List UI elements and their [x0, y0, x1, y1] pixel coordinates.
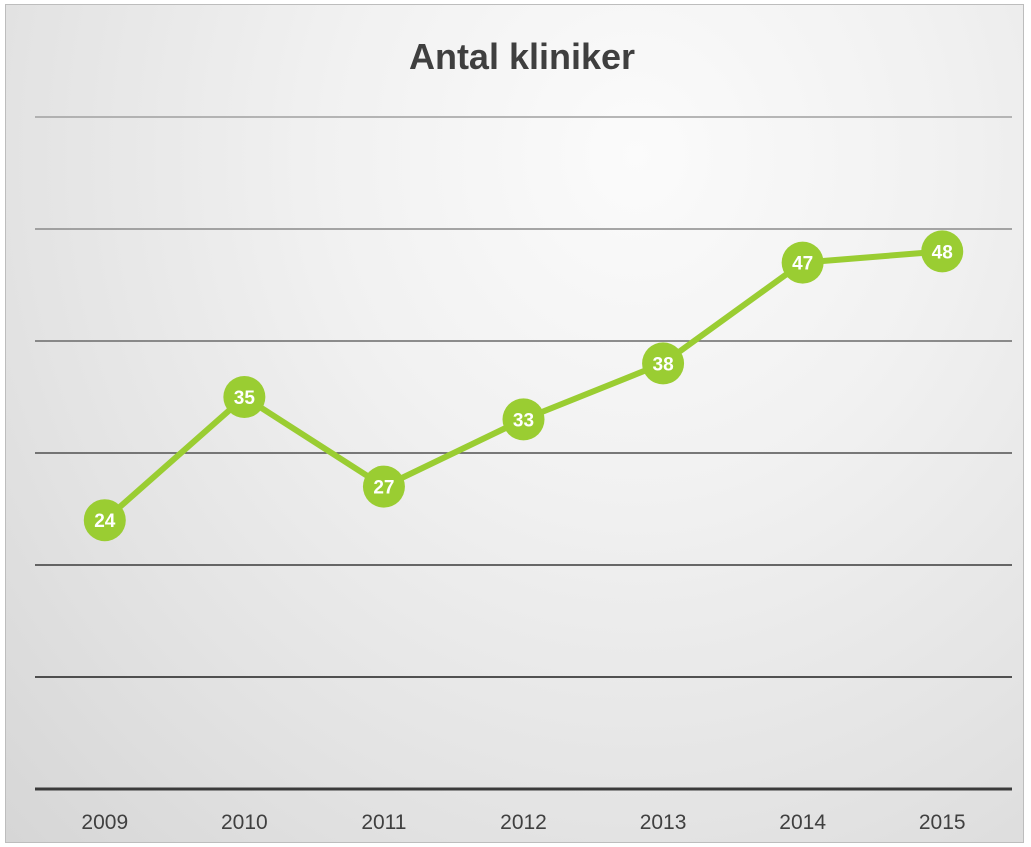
data-marker — [642, 342, 685, 385]
data-point: 47 — [781, 241, 824, 284]
chart-title: Antal kliniker — [409, 36, 635, 77]
x-tick-label: 2014 — [779, 811, 826, 834]
x-tick-label: 2009 — [81, 811, 128, 834]
data-label: 24 — [94, 511, 116, 532]
x-tick-label: 2012 — [500, 811, 547, 834]
data-label: 27 — [373, 478, 394, 499]
x-tick-label: 2015 — [919, 811, 966, 834]
data-point: 24 — [83, 499, 126, 542]
data-marker — [502, 398, 545, 441]
data-point: 33 — [502, 398, 545, 441]
data-point: 38 — [642, 342, 685, 385]
data-point: 27 — [362, 465, 405, 508]
data-marker — [921, 230, 964, 273]
data-point: 35 — [223, 376, 266, 418]
data-marker — [83, 499, 126, 542]
data-marker — [781, 241, 824, 284]
x-tick-label: 2010 — [221, 811, 268, 834]
data-point: 48 — [921, 230, 964, 273]
x-axis: 2009 2010 2011 2012 2013 2014 2015 — [81, 811, 965, 834]
data-label: 38 — [653, 354, 674, 375]
data-marker — [362, 465, 405, 508]
gridlines — [35, 116, 1012, 791]
markers: 24 35 27 33 38 47 48 — [83, 230, 964, 542]
data-label: 48 — [932, 242, 953, 263]
data-marker — [223, 376, 266, 418]
data-label: 47 — [792, 254, 813, 275]
x-tick-label: 2011 — [361, 811, 406, 834]
data-label: 33 — [513, 410, 534, 431]
data-label: 35 — [234, 388, 256, 409]
x-tick-label: 2013 — [640, 811, 687, 834]
